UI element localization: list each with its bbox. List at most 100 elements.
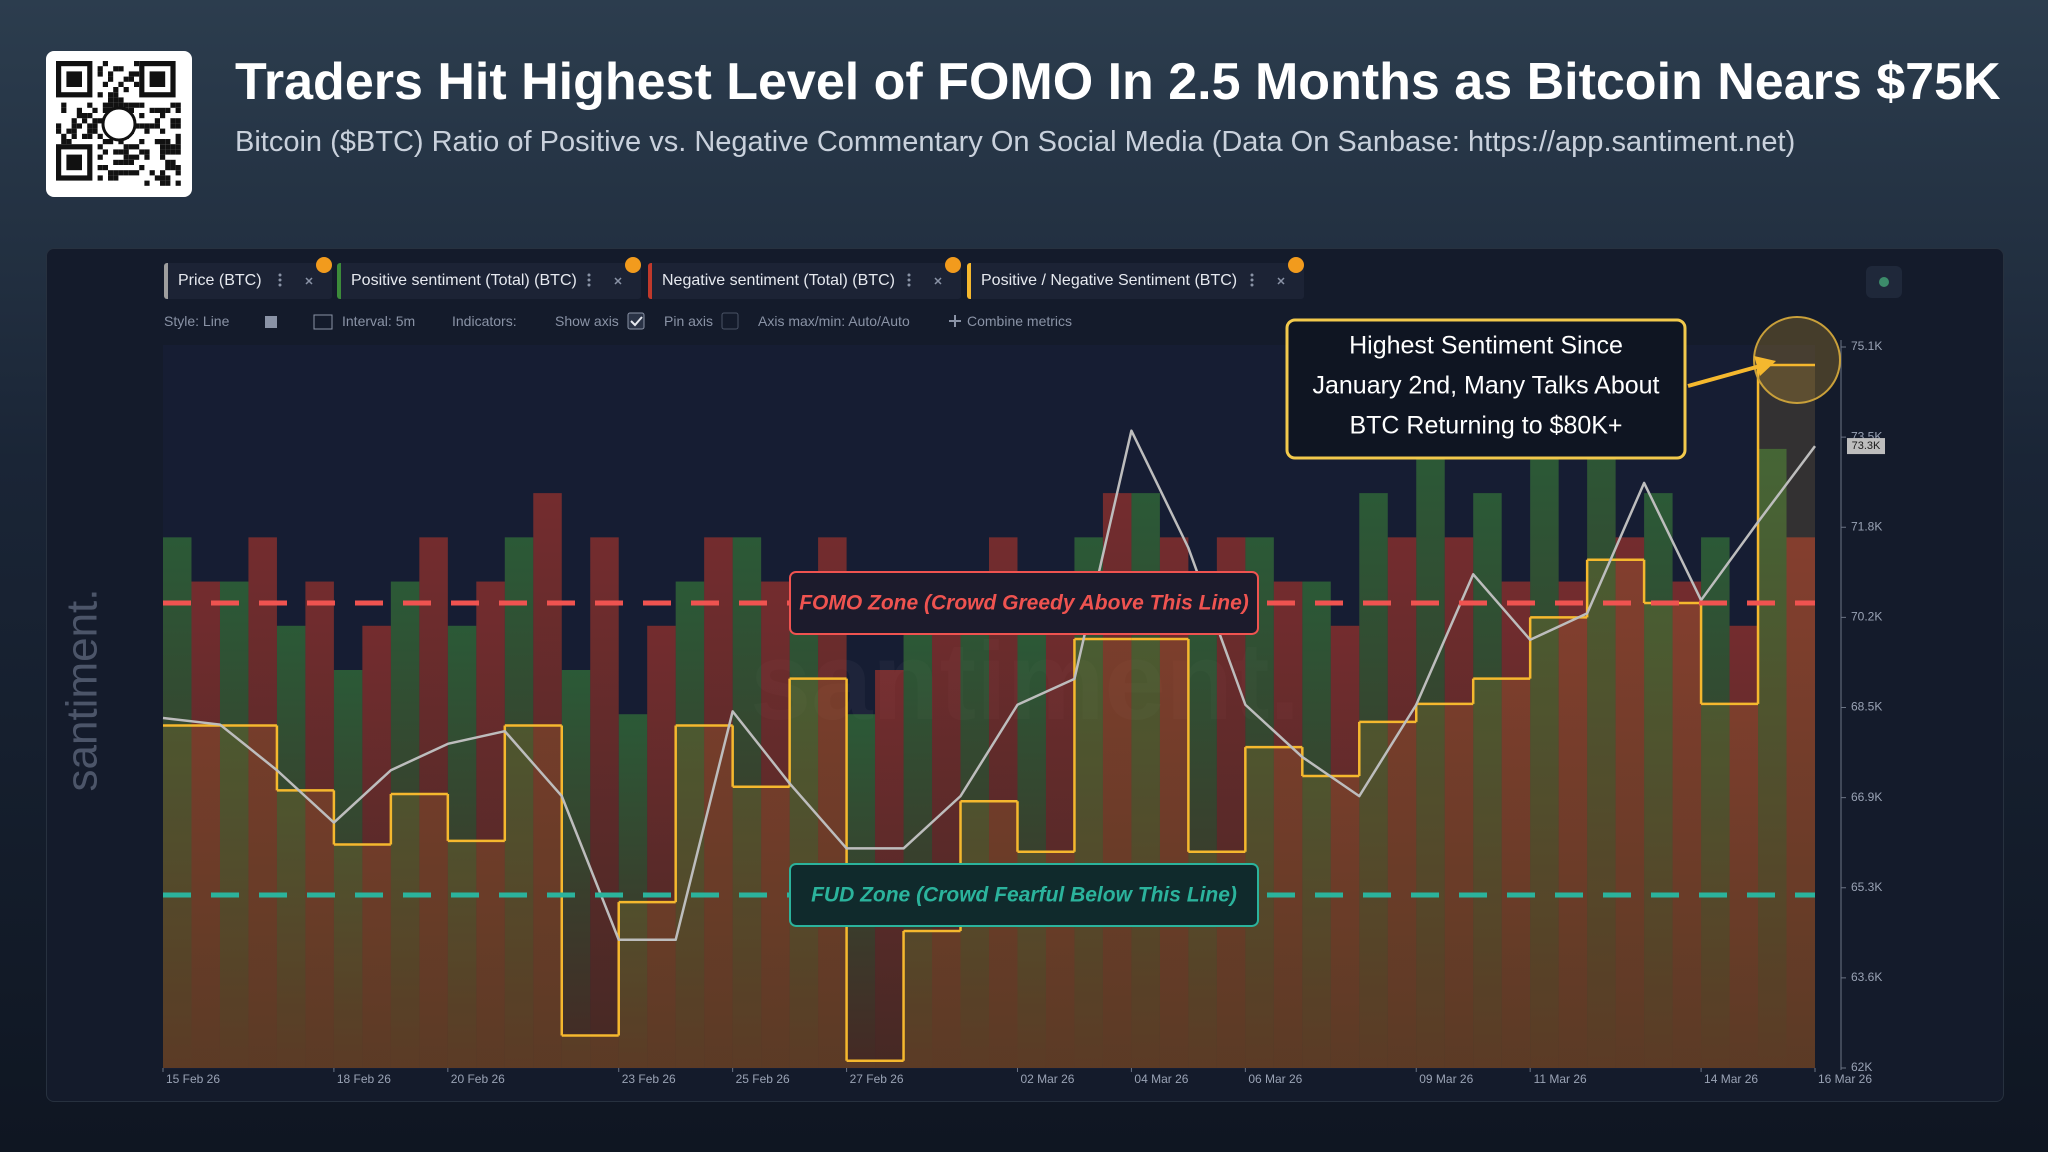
qr-cell <box>128 154 134 160</box>
style-select[interactable]: Style: Line <box>164 313 230 329</box>
qr-cell <box>113 87 119 93</box>
qr-cell <box>165 144 171 150</box>
qr-cell <box>123 154 129 160</box>
qr-cell <box>170 102 176 108</box>
qr-cell <box>134 61 140 67</box>
qr-cell <box>87 113 93 119</box>
qr-cell <box>154 118 160 124</box>
qr-cell <box>82 133 88 139</box>
legend-tab[interactable]: Positive sentiment (Total) (BTC) <box>337 263 641 299</box>
qr-cell <box>97 165 103 171</box>
qr-cell <box>118 66 124 72</box>
qr-cell <box>108 170 114 176</box>
qr-cell <box>71 128 77 134</box>
qr-cell <box>175 133 181 139</box>
qr-cell <box>92 107 98 113</box>
qr-cell <box>113 97 119 103</box>
qr-cell <box>123 87 129 93</box>
combine-metrics[interactable]: Combine metrics <box>967 313 1073 329</box>
qr-cell <box>134 170 140 176</box>
title: Traders Hit Highest Level of FOMO In 2.5… <box>235 53 2001 111</box>
qr-cell <box>139 113 145 119</box>
qr-cell <box>87 123 93 129</box>
qr-cell <box>92 123 98 129</box>
subtitle: Bitcoin ($BTC) Ratio of Positive vs. Neg… <box>235 126 1796 158</box>
show-axis[interactable]: Show axis <box>555 313 619 329</box>
qr-cell <box>66 128 72 134</box>
qr-cell <box>97 133 103 139</box>
qr-cell <box>108 102 114 108</box>
qr-cell <box>113 149 119 155</box>
qr-cell <box>102 61 108 67</box>
qr-finder <box>66 71 82 87</box>
qr-cell <box>128 102 134 108</box>
qr-cell <box>102 107 108 113</box>
qr-cell <box>160 180 166 186</box>
qr-cell <box>97 154 103 160</box>
qr-cell <box>97 92 103 98</box>
qr-cell <box>118 159 124 165</box>
qr-cell <box>149 123 155 129</box>
qr-cell <box>108 139 114 145</box>
qr-cell <box>97 66 103 72</box>
qr-cell <box>123 149 129 155</box>
qr-cell <box>123 76 129 82</box>
qr-cell <box>175 123 181 129</box>
qr-cell <box>134 81 140 87</box>
legend-label: Positive / Negative Sentiment (BTC) <box>981 272 1238 289</box>
qr-cell <box>154 123 160 129</box>
qr-cell <box>175 139 181 145</box>
qr-cell <box>165 149 171 155</box>
qr-cell <box>139 165 145 171</box>
qr-cell <box>144 128 150 134</box>
qr-cell <box>170 149 176 155</box>
qr-cell <box>76 123 82 129</box>
qr-cell <box>76 107 82 113</box>
qr-cell <box>113 159 119 165</box>
qr-finder <box>56 61 93 98</box>
qr-cell <box>165 165 171 171</box>
qr-cell <box>154 107 160 113</box>
qr-cell <box>160 107 166 113</box>
qr-cell <box>108 76 114 82</box>
legend-label: Positive sentiment (Total) (BTC) <box>351 272 577 289</box>
qr-cell <box>92 128 98 134</box>
qr-cell <box>61 133 67 139</box>
pin-axis[interactable]: Pin axis <box>664 313 714 329</box>
qr-cell <box>97 175 103 181</box>
qr-finder <box>139 61 176 98</box>
interval-select[interactable]: Interval: 5m <box>342 313 416 329</box>
qr-cell <box>128 159 134 165</box>
qr-cell <box>170 165 176 171</box>
qr-cell <box>165 180 171 186</box>
indicators-select[interactable]: Indicators: <box>452 313 517 329</box>
qr-cell <box>118 139 124 145</box>
qr-cell <box>149 170 155 176</box>
qr-cell <box>170 144 176 150</box>
qr-cell <box>144 180 150 186</box>
qr-cell <box>87 128 93 134</box>
qr-cell <box>118 81 124 87</box>
qr-cell <box>118 170 124 176</box>
qr-cell <box>134 71 140 77</box>
chart-panel <box>46 248 2004 1102</box>
legend-tab[interactable]: Negative sentiment (Total) (BTC) <box>648 263 961 299</box>
qr-cell <box>61 139 67 145</box>
qr-cell <box>175 144 181 150</box>
qr-cell <box>139 123 145 129</box>
qr-cell <box>154 139 160 145</box>
qr-cell <box>149 107 155 113</box>
qr-cell <box>144 123 150 129</box>
qr-cell <box>56 123 62 129</box>
qr-cell <box>97 118 103 124</box>
qr-cell <box>118 149 124 155</box>
qr-cell <box>139 139 145 145</box>
axis-range[interactable]: Axis max/min: Auto/Auto <box>758 313 910 329</box>
qr-cell <box>170 118 176 124</box>
qr-cell <box>128 76 134 82</box>
qr-cell <box>165 175 171 181</box>
legend-tab[interactable]: Positive / Negative Sentiment (BTC) <box>967 263 1304 299</box>
qr-cell <box>139 149 145 155</box>
qr-cell <box>102 102 108 108</box>
legend-tab[interactable]: Price (BTC) <box>164 263 332 299</box>
